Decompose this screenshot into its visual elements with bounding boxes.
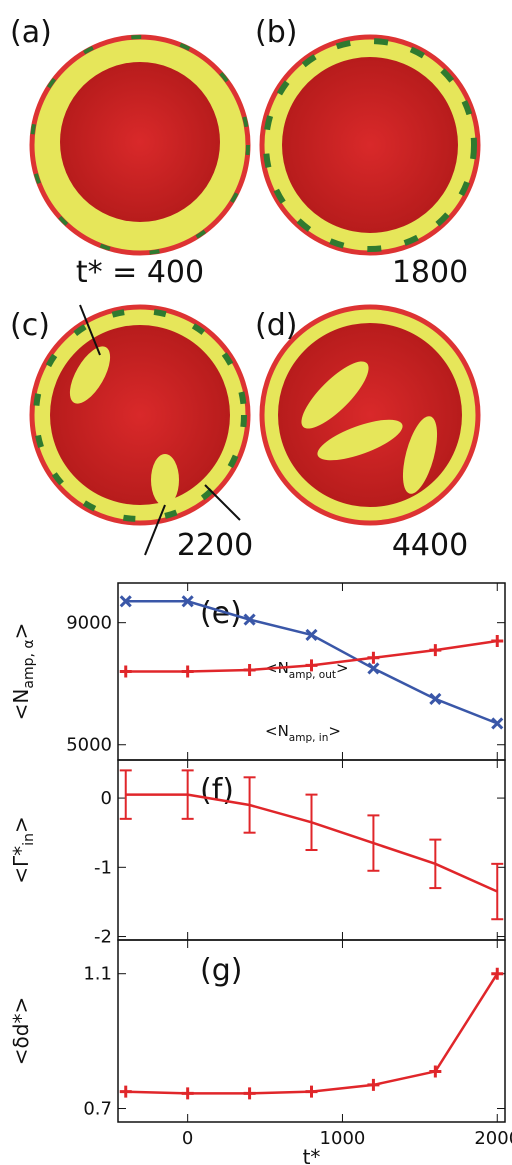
data-marker xyxy=(367,662,380,675)
data-marker xyxy=(429,1065,442,1078)
y-axis-label-part: > xyxy=(9,623,33,640)
data-marker xyxy=(367,1078,380,1091)
y-axis-label-part: in xyxy=(21,833,37,846)
vesicle xyxy=(29,304,251,526)
series-label-part: > xyxy=(328,722,341,740)
panel-label: (d) xyxy=(255,308,297,343)
error-bar xyxy=(243,776,256,834)
vesicle-images xyxy=(29,34,481,556)
data-marker xyxy=(243,1087,256,1100)
arrow xyxy=(79,304,101,356)
y-axis-label-part: amp, α xyxy=(21,639,37,688)
data-marker xyxy=(119,665,132,678)
data-marker xyxy=(367,651,380,664)
series-label-part: amp, in xyxy=(289,732,329,744)
plot-frame xyxy=(117,939,506,1123)
y-tick-label: 5000 xyxy=(66,735,112,756)
vesicle xyxy=(259,34,481,256)
error-bar xyxy=(119,769,132,820)
y-tick-label: 9000 xyxy=(66,613,112,634)
y-tick-label: 0.7 xyxy=(83,1099,112,1120)
y-tick-label: 0 xyxy=(101,788,112,809)
vesicle xyxy=(259,304,481,526)
x-tick-label: 0 xyxy=(182,1128,193,1149)
error-bar xyxy=(429,838,442,890)
x-axis-label: t* xyxy=(303,1145,321,1165)
y-axis-label: <δd*> xyxy=(9,997,33,1065)
series-line xyxy=(125,973,499,1095)
series-label-part: amp, out xyxy=(289,669,336,681)
panel-label: (a) xyxy=(10,15,52,50)
series-label-part: > xyxy=(336,659,349,677)
time-label: 1800 xyxy=(392,255,468,290)
data-marker xyxy=(305,659,318,672)
y-tick-label: -2 xyxy=(94,927,112,948)
error-bar xyxy=(491,862,504,921)
y-axis-label: <Namp, α> xyxy=(9,623,37,721)
error-bar xyxy=(181,769,194,820)
data-marker xyxy=(181,1087,194,1100)
y-axis-label-part: <N xyxy=(9,689,33,721)
data-marker xyxy=(491,634,504,647)
panel-label: (e) xyxy=(200,596,242,631)
data-marker xyxy=(491,717,504,730)
error-bar xyxy=(367,814,380,872)
error-bar xyxy=(305,793,318,851)
data-marker xyxy=(305,628,318,641)
data-marker xyxy=(119,1085,132,1098)
data-marker xyxy=(119,595,132,608)
data-marker xyxy=(429,692,442,706)
x-tick-label: 1000 xyxy=(320,1128,366,1149)
data-marker xyxy=(181,665,194,678)
arrow xyxy=(204,484,241,521)
time-label: 2200 xyxy=(177,528,253,563)
vesicle xyxy=(29,34,251,256)
panel-label: (c) xyxy=(10,308,50,343)
y-tick-label: 1.1 xyxy=(83,964,112,985)
y-tick-label: -1 xyxy=(94,857,112,878)
data-marker xyxy=(181,595,194,608)
panel-label: (g) xyxy=(200,953,242,988)
y-axis-label-part: <Γ* xyxy=(9,846,33,884)
y-axis-label-part: > xyxy=(9,816,33,833)
time-label: t* = 400 xyxy=(76,255,204,290)
series-label: <Namp, in> xyxy=(265,722,341,744)
series-label-part: <N xyxy=(265,722,289,740)
time-label: 4400 xyxy=(392,528,468,563)
data-marker xyxy=(429,644,442,657)
arrow xyxy=(144,504,166,556)
data-marker xyxy=(243,613,256,626)
series-label: <Namp, out> xyxy=(265,659,349,681)
data-marker xyxy=(491,967,504,980)
panel-label: (b) xyxy=(255,15,297,50)
y-axis-label: <Γ*in> xyxy=(9,816,37,883)
data-marker xyxy=(305,1085,318,1098)
data-marker xyxy=(243,663,256,676)
